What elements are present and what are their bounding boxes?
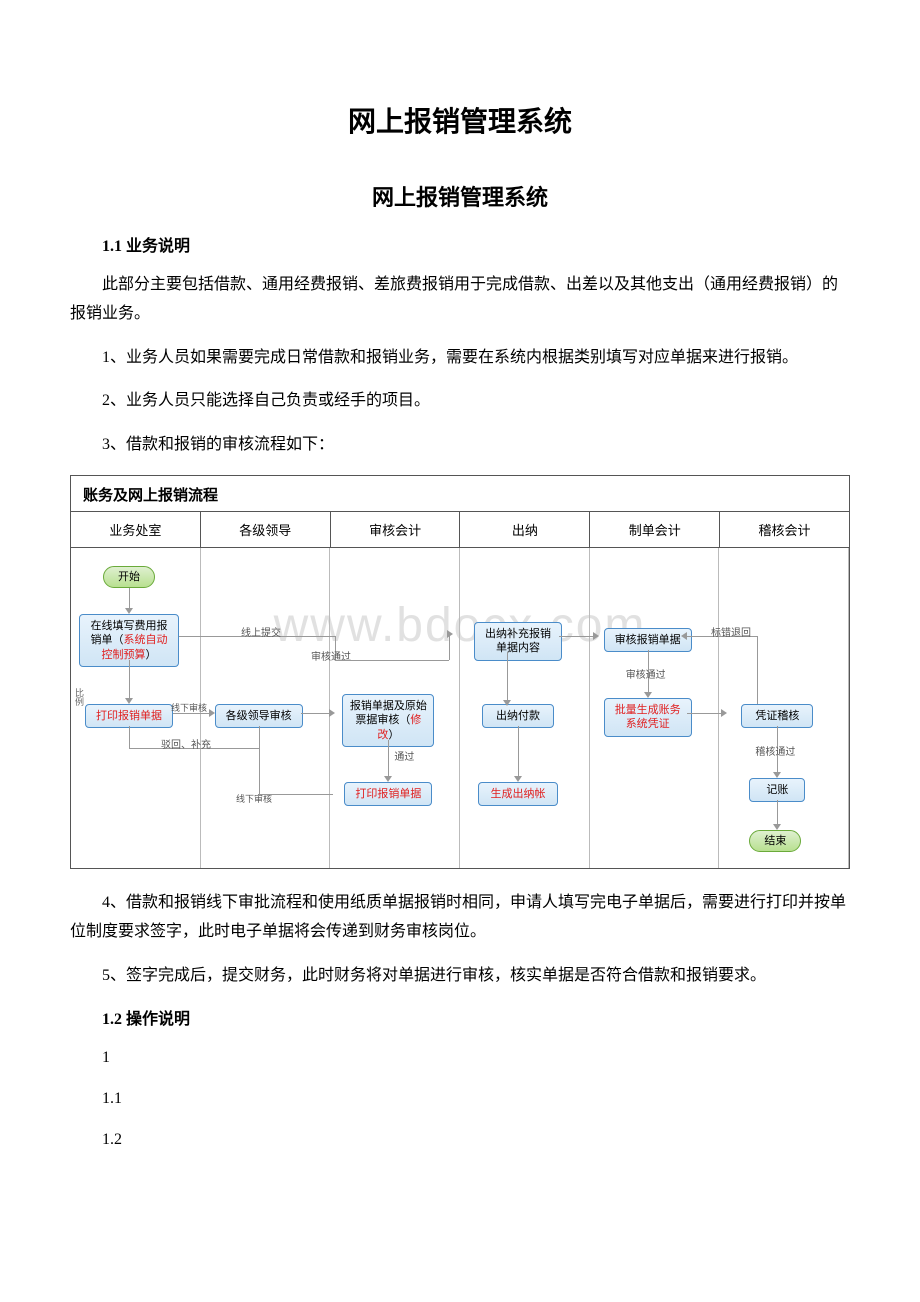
label-offline-review: 线下审核 — [171, 701, 207, 714]
lane-4: 审核报销单据 审核通过 批量生成账务系统凭证 — [590, 548, 720, 868]
label-audit-pass: 稽核通过 — [755, 743, 795, 758]
batch-gen-text: 批量生成账务系统凭证 — [615, 704, 681, 730]
arrow — [687, 713, 723, 714]
label-pass: 通过 — [394, 748, 414, 763]
node-end: 结束 — [749, 830, 801, 852]
lane-3: 出纳补充报销单据内容 出纳付款 生成出纳帐 — [460, 548, 590, 868]
node-voucher-audit: 凭证稽核 — [741, 704, 813, 728]
arrow — [507, 652, 508, 702]
arrow — [335, 660, 449, 661]
arrow — [259, 726, 260, 748]
arrow — [129, 588, 130, 610]
paragraph-3: 3、借款和报销的审核流程如下： — [70, 431, 850, 460]
page-title: 网上报销管理系统 — [70, 100, 850, 140]
node-review-original: 报销单据及原始票据审核（修改） — [342, 694, 434, 747]
paragraph-2: 2、业务人员只能选择自己负责或经手的项目。 — [70, 387, 850, 416]
node-start: 开始 — [103, 566, 155, 588]
arrow-head — [503, 700, 511, 706]
paragraph-4: 4、借款和报销线下审批流程和使用纸质单据报销时相同，申请人填写完电子单据后，需要… — [70, 889, 850, 947]
arrow-head — [447, 630, 453, 638]
node-leader-review: 各级领导审核 — [215, 704, 303, 728]
flowchart-column-headers: 业务处室 各级领导 审核会计 出纳 制单会计 稽核会计 — [71, 511, 849, 548]
arrow — [777, 800, 778, 826]
flowchart-body: www.bdocx.com 比例 开始 在线填写费用报销单（系统自动控制预算） … — [71, 548, 849, 868]
arrow — [757, 636, 758, 704]
fill-form-text-2: ） — [146, 649, 157, 661]
print-form-text: 打印报销单据 — [96, 710, 162, 722]
toc-1-2: 1.2 — [70, 1126, 850, 1155]
lane-5: 凭证稽核 稽核通过 记账 结束 — [719, 548, 849, 868]
node-print-form-2: 打印报销单据 — [344, 782, 432, 806]
paragraph-1: 1、业务人员如果需要完成日常借款和报销业务，需要在系统内根据类别填写对应单据来进… — [70, 344, 850, 373]
arrow — [259, 748, 260, 794]
node-audit-form: 审核报销单据 — [604, 628, 692, 652]
arrow — [129, 660, 130, 700]
lane-1: 各级领导审核 — [201, 548, 331, 868]
paragraph-5: 5、签字完成后，提交财务，此时财务将对单据进行审核，核实单据是否符合借款和报销要… — [70, 962, 850, 991]
arrow — [301, 713, 331, 714]
print-form-2-text: 打印报销单据 — [355, 788, 421, 800]
section-1-1-heading: 1.1 业务说明 — [70, 232, 850, 256]
arrow — [518, 726, 519, 778]
col-header-5: 稽核会计 — [720, 512, 849, 547]
arrow-head — [209, 709, 215, 717]
section-1-2-heading: 1.2 操作说明 — [70, 1005, 850, 1029]
arrow-head — [721, 709, 727, 717]
arrow — [559, 636, 595, 637]
node-gen-cashier-account: 生成出纳帐 — [478, 782, 558, 806]
review-orig-2: ） — [388, 729, 399, 741]
col-header-2: 审核会计 — [331, 512, 461, 547]
label-online-submit: 线上提交 — [241, 624, 281, 639]
node-print-form: 打印报销单据 — [85, 704, 173, 728]
arrow — [259, 794, 333, 795]
label-error-return: 标错退回 — [711, 624, 751, 639]
col-header-4: 制单会计 — [590, 512, 720, 547]
node-cashier-supplement: 出纳补充报销单据内容 — [474, 622, 562, 661]
arrow-head — [593, 632, 599, 640]
arrow — [129, 726, 130, 748]
label-reject: 驳回、补充 — [161, 736, 211, 751]
page-subtitle: 网上报销管理系统 — [70, 180, 850, 212]
node-cashier-pay: 出纳付款 — [482, 704, 554, 728]
arrow-head — [329, 709, 335, 717]
flowchart-container: 账务及网上报销流程 业务处室 各级领导 审核会计 出纳 制单会计 稽核会计 ww… — [70, 475, 850, 869]
toc-1-1: 1.1 — [70, 1085, 850, 1114]
flowchart-title: 账务及网上报销流程 — [71, 476, 849, 511]
node-batch-gen-voucher: 批量生成账务系统凭证 — [604, 698, 692, 737]
gen-cashier-text: 生成出纳帐 — [491, 788, 546, 800]
col-header-0: 业务处室 — [71, 512, 201, 547]
arrow — [388, 740, 389, 778]
node-post-account: 记账 — [749, 778, 805, 802]
node-fill-form: 在线填写费用报销单（系统自动控制预算） — [79, 614, 179, 667]
lane-2: 报销单据及原始票据审核（修改） 通过 打印报销单据 — [330, 548, 460, 868]
arrow-head — [681, 632, 687, 640]
label-review-pass2: 审核通过 — [626, 666, 666, 681]
toc-1: 1 — [70, 1044, 850, 1073]
col-header-1: 各级领导 — [201, 512, 331, 547]
intro-paragraph: 此部分主要包括借款、通用经费报销、差旅费报销用于完成借款、出差以及其他支出（通用… — [70, 271, 850, 329]
col-header-3: 出纳 — [460, 512, 590, 547]
